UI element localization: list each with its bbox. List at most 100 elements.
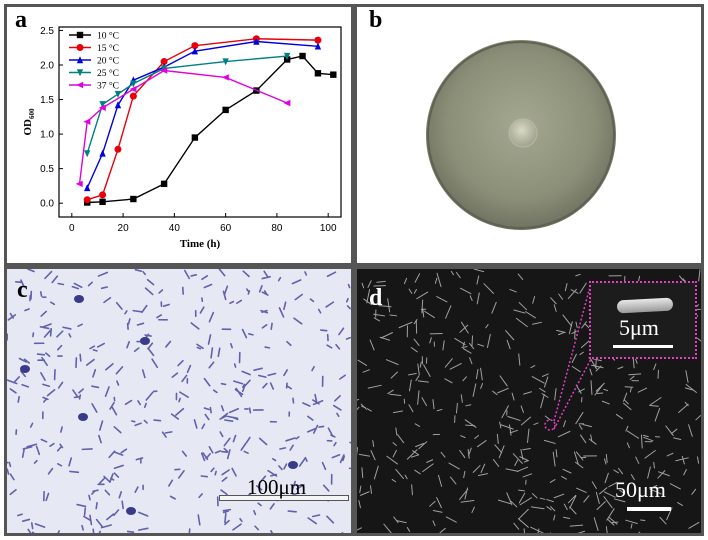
sem-rod-cell bbox=[533, 422, 539, 426]
sem-rod-cell bbox=[414, 273, 421, 283]
sem-rod-cell bbox=[459, 324, 469, 333]
cell-clump bbox=[140, 337, 150, 345]
rod-cell bbox=[223, 285, 229, 296]
data-point bbox=[299, 52, 306, 60]
rod-cell bbox=[279, 447, 287, 450]
rod-cell bbox=[132, 309, 143, 313]
sem-rod-cell bbox=[361, 282, 365, 289]
rod-cell bbox=[285, 437, 296, 442]
scale-bar-c bbox=[219, 495, 349, 501]
data-point bbox=[283, 99, 291, 107]
data-point bbox=[114, 145, 122, 153]
sem-rod-cell bbox=[437, 474, 443, 487]
rod-cell bbox=[62, 326, 72, 330]
rod-cell bbox=[136, 322, 145, 326]
sem-rod-cell bbox=[553, 493, 565, 499]
sem-rod-cell bbox=[530, 526, 544, 533]
panel-letter-a: a bbox=[15, 7, 27, 33]
sem-rod-cell bbox=[408, 373, 417, 376]
data-point bbox=[76, 44, 84, 51]
sem-rod-cell bbox=[392, 410, 404, 414]
rod-cell bbox=[261, 275, 271, 280]
sem-rod-cell bbox=[678, 403, 689, 414]
sem-rod-cell bbox=[395, 468, 405, 480]
rod-cell bbox=[60, 426, 63, 433]
x-tick-label: 20 bbox=[118, 223, 130, 234]
sem-rod-cell bbox=[417, 363, 420, 376]
rod-cell bbox=[144, 287, 154, 296]
rod-cell bbox=[91, 385, 100, 389]
sem-rod-cell bbox=[480, 463, 486, 474]
data-point bbox=[76, 81, 84, 89]
rod-cell bbox=[156, 314, 163, 319]
sem-rod-cell bbox=[549, 479, 556, 483]
rod-cell bbox=[200, 475, 209, 478]
sem-rod-cell bbox=[590, 434, 593, 442]
rod-cell bbox=[253, 509, 257, 516]
data-point bbox=[99, 191, 107, 199]
sem-rod-cell bbox=[595, 365, 602, 372]
sem-rod-cell bbox=[688, 424, 693, 437]
sem-rod-cell bbox=[518, 302, 528, 311]
rod-cell bbox=[83, 507, 87, 516]
sem-rod-cell bbox=[591, 364, 604, 369]
sem-rod-cell bbox=[654, 407, 661, 422]
sem-rod-cell bbox=[695, 415, 701, 421]
rod-cell bbox=[218, 269, 226, 277]
sem-rod-cell bbox=[567, 288, 577, 300]
rod-cell bbox=[47, 467, 54, 475]
rod-cell bbox=[171, 372, 179, 378]
rod-cell bbox=[248, 333, 254, 336]
rod-cell bbox=[233, 363, 237, 368]
rod-cell bbox=[98, 530, 101, 533]
rod-cell bbox=[137, 527, 149, 531]
rod-cell bbox=[95, 501, 98, 510]
sem-rod-cell bbox=[582, 424, 593, 428]
sem-rod-cell bbox=[505, 330, 515, 341]
sem-rod-cell bbox=[459, 488, 469, 500]
rod-cell bbox=[27, 269, 35, 273]
sem-rod-cell bbox=[557, 430, 571, 438]
sem-rod-cell bbox=[373, 465, 379, 480]
zoom-line-bottom bbox=[553, 358, 592, 430]
sem-rod-cell bbox=[462, 341, 466, 347]
sem-rod-cell bbox=[593, 517, 599, 531]
rod-cell bbox=[9, 488, 17, 496]
rod-cell bbox=[221, 412, 229, 419]
rod-cell bbox=[235, 299, 243, 305]
sem-rod-cell bbox=[471, 506, 475, 514]
sem-rod-cell bbox=[647, 466, 651, 479]
sem-rod-cell bbox=[465, 424, 476, 427]
sem-rod-cell bbox=[635, 456, 640, 464]
legend-label: 15 °C bbox=[97, 43, 119, 54]
sem-rod-cell bbox=[464, 419, 477, 428]
data-point bbox=[283, 52, 291, 60]
rod-cell bbox=[32, 332, 35, 338]
rod-cell bbox=[88, 494, 91, 501]
rod-cell bbox=[21, 448, 25, 458]
sem-rod-cell bbox=[480, 367, 483, 381]
sem-rod-cell bbox=[449, 363, 462, 370]
sem-rod-cell bbox=[413, 289, 417, 294]
rod-cell bbox=[147, 347, 155, 357]
sem-rod-cell bbox=[393, 516, 399, 524]
rod-cell bbox=[45, 492, 50, 502]
rod-cell bbox=[91, 403, 98, 413]
sem-rod-cell bbox=[605, 453, 608, 463]
panel-letter-d: d bbox=[369, 285, 383, 311]
sem-rod-cell bbox=[630, 523, 633, 529]
sem-rod-cell bbox=[601, 400, 610, 405]
sem-rod-cell bbox=[673, 437, 682, 441]
data-point bbox=[314, 42, 322, 50]
series-4 bbox=[75, 67, 291, 188]
sem-rod-cell bbox=[450, 270, 454, 276]
sem-rod-cell bbox=[518, 492, 526, 504]
sem-rod-cell bbox=[615, 413, 624, 420]
rod-cell bbox=[20, 279, 26, 289]
rod-cell bbox=[168, 479, 174, 487]
rod-cell bbox=[181, 374, 188, 383]
y-tick-label: 2.0 bbox=[40, 61, 54, 72]
sem-rod-cell bbox=[603, 491, 616, 498]
sem-rod-cell bbox=[480, 383, 484, 389]
rod-cell bbox=[39, 326, 50, 330]
